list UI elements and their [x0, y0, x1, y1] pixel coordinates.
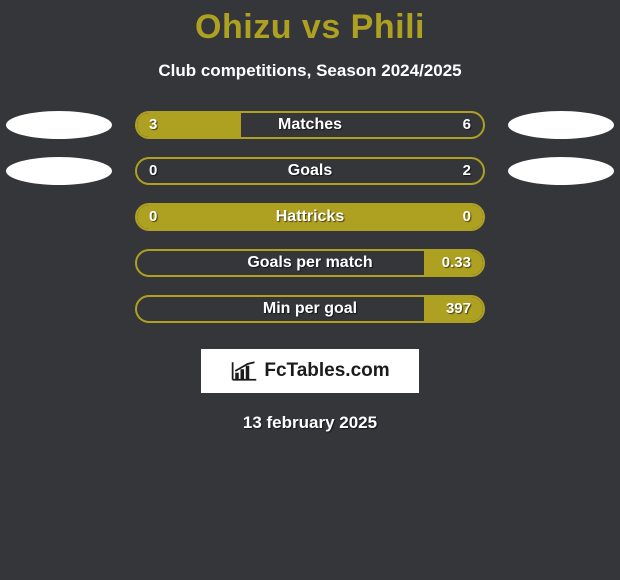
brand-text: FcTables.com: [264, 360, 389, 382]
stat-row: Goals per match0.33: [0, 249, 620, 295]
stat-label: Goals: [137, 159, 483, 183]
stat-value-left: 3: [149, 113, 157, 137]
stat-label: Min per goal: [137, 297, 483, 321]
stat-row: Hattricks0 0: [0, 203, 620, 249]
stat-row: Min per goal397: [0, 295, 620, 341]
subtitle: Club competitions, Season 2024/2025: [0, 61, 620, 81]
player-avatar-left: [6, 111, 112, 139]
stat-value-right: 6: [463, 113, 471, 137]
stat-row: Matches3 6: [0, 111, 620, 157]
comparison-widget: Ohizu vs Phili Club competitions, Season…: [0, 0, 620, 433]
player-avatar-left: [6, 157, 112, 185]
page-title: Ohizu vs Phili: [0, 8, 620, 47]
player-avatar-right: [508, 111, 614, 139]
brand-logo[interactable]: FcTables.com: [201, 349, 419, 393]
stat-value-right: 2: [463, 159, 471, 183]
player-avatar-right: [508, 157, 614, 185]
stat-bar: Goals0 2: [135, 157, 485, 185]
barchart-icon: [230, 359, 258, 383]
stat-value-right: 397: [446, 297, 471, 321]
stat-bar: Goals per match0.33: [135, 249, 485, 277]
stat-label: Goals per match: [137, 251, 483, 275]
stat-value-right: 0.33: [442, 251, 471, 275]
date-label: 13 february 2025: [0, 413, 620, 433]
stat-bar: Matches3 6: [135, 111, 485, 139]
stat-bar: Hattricks0 0: [135, 203, 485, 231]
stat-bar: Min per goal397: [135, 295, 485, 323]
stat-label: Hattricks: [137, 205, 483, 229]
stat-row: Goals0 2: [0, 157, 620, 203]
stat-label: Matches: [137, 113, 483, 137]
stat-value-right: 0: [463, 205, 471, 229]
stat-rows: Matches36Goals02Hattricks00Goals per mat…: [0, 111, 620, 341]
stat-value-left: 0: [149, 159, 157, 183]
stat-value-left: 0: [149, 205, 157, 229]
